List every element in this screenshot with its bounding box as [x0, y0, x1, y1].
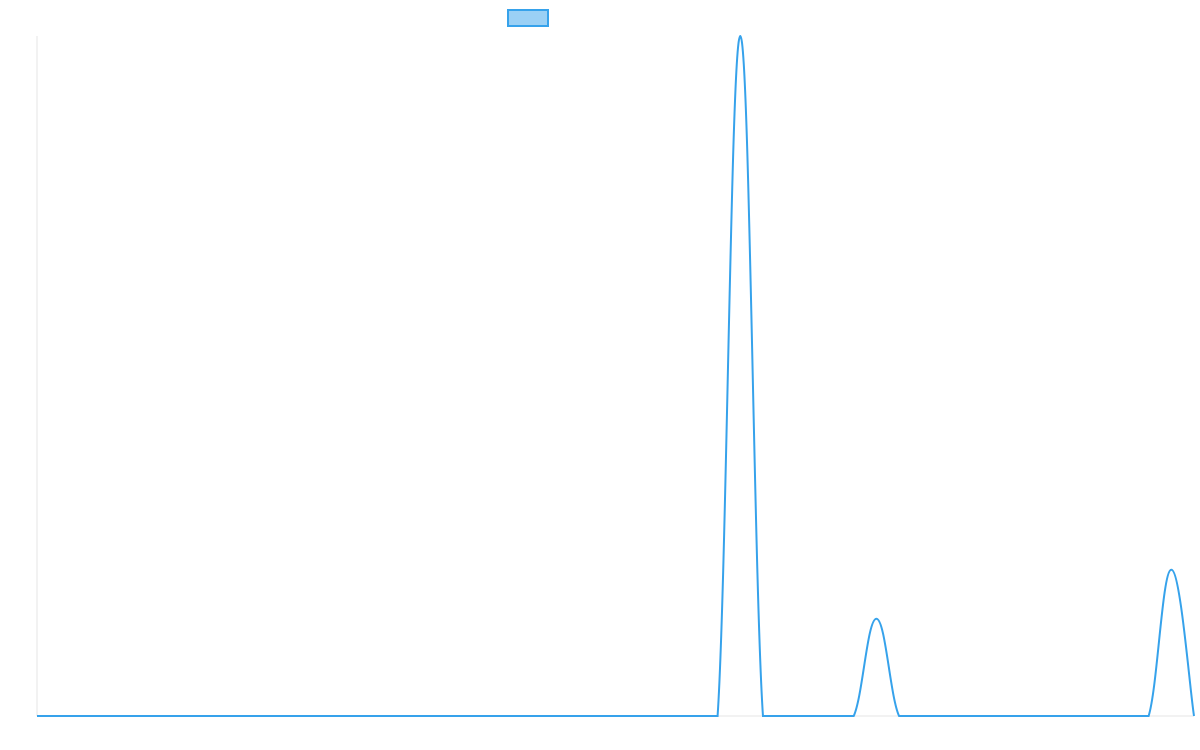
line — [37, 34, 1195, 717]
legend-swatch[interactable] — [507, 9, 549, 27]
